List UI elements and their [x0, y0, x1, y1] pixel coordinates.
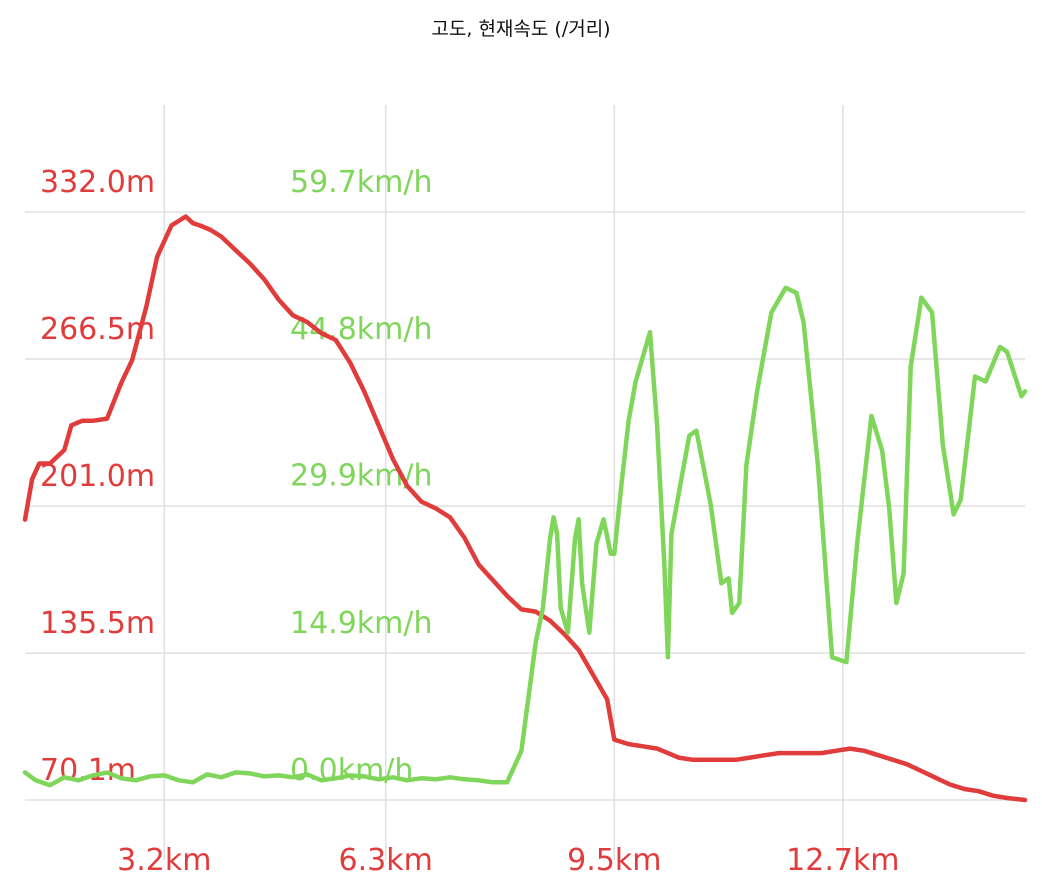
speed-y-tick-label: 0.0km/h: [290, 753, 413, 788]
series-lines: [22, 214, 1028, 803]
altitude-y-tick-label: 135.5m: [40, 606, 155, 641]
speed-y-tick-label: 44.8km/h: [290, 312, 433, 347]
altitude-y-tick-label: 201.0m: [40, 459, 155, 494]
altitude-y-tick-label: 332.0m: [40, 165, 155, 200]
chart-title: 고도, 현재속도 (/거리): [431, 18, 611, 40]
speed-line: [22, 285, 1028, 788]
x-tick-label: 3.2km: [117, 843, 211, 878]
altitude-line: [22, 214, 1028, 803]
y-axis-labels: 332.0m266.5m201.0m135.5m70.1m59.7km/h44.…: [40, 165, 433, 788]
x-tick-label: 12.7km: [786, 843, 899, 878]
grid-lines: [25, 105, 1025, 860]
x-tick-label: 9.5km: [567, 843, 661, 878]
x-axis-labels: 3.2km 6.3km 9.5km 12.7km: [117, 843, 899, 878]
x-tick-label: 6.3km: [339, 843, 433, 878]
speed-y-tick-label: 14.9km/h: [290, 606, 433, 641]
speed-y-tick-label: 59.7km/h: [290, 165, 433, 200]
